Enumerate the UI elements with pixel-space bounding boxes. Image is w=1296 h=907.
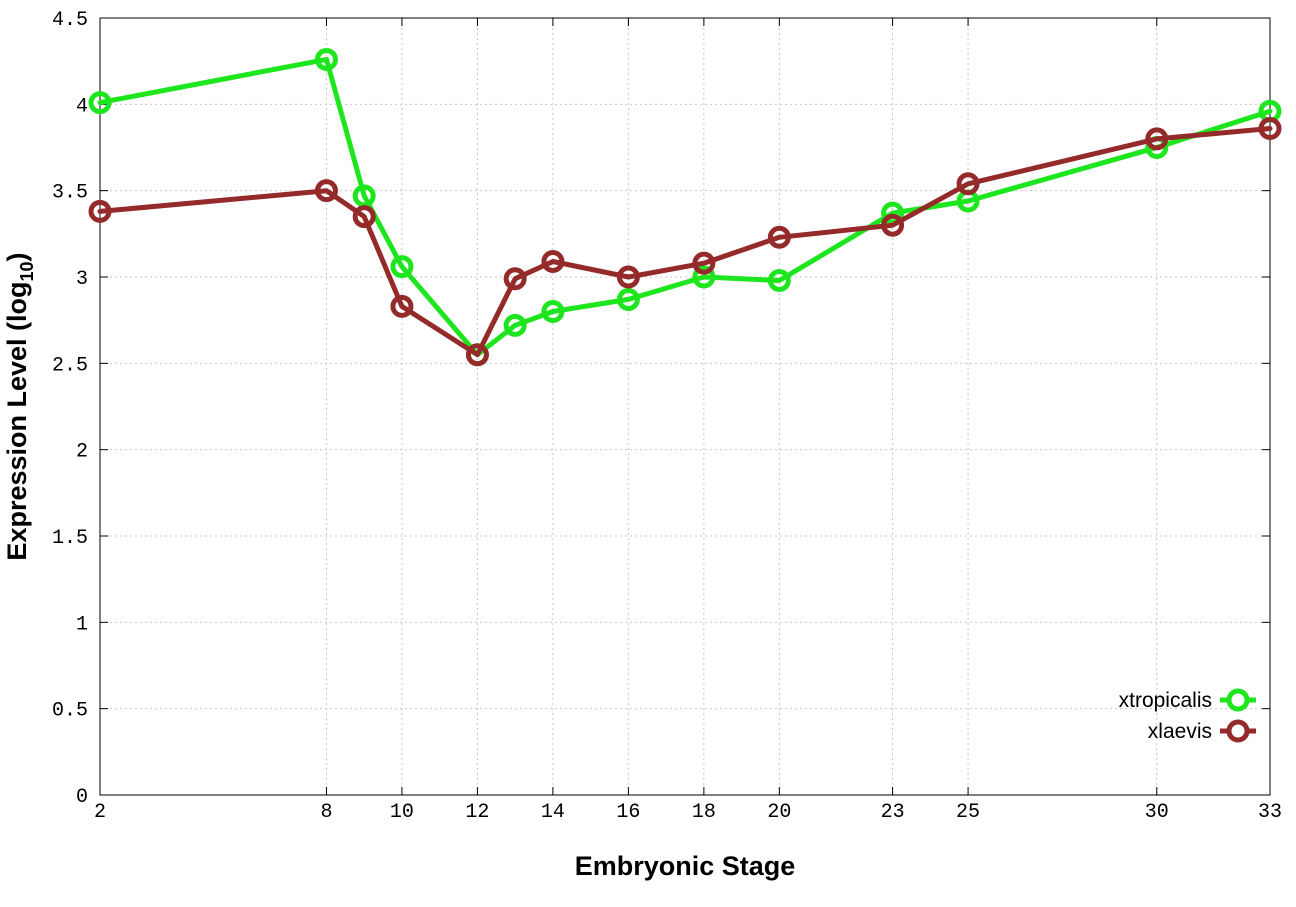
x-tick-label: 16 [616, 801, 640, 824]
data-point-xlaevis [541, 249, 565, 273]
series-line-xtropicalis [97, 56, 1273, 358]
x-tick-label: 8 [320, 801, 332, 824]
x-tick-label: 30 [1145, 801, 1169, 824]
y-tick-label: 0 [76, 786, 88, 809]
x-tick-label: 10 [390, 801, 414, 824]
y-axis-title: Expression Level (log10) [2, 252, 37, 560]
data-point-xtropicalis [541, 300, 565, 324]
legend-item-xlaevis: xlaevis [1148, 719, 1256, 743]
y-tick-label: 4.5 [52, 9, 88, 32]
y-tick-label: 1.5 [52, 527, 88, 550]
data-point-xtropicalis [503, 313, 527, 337]
data-point-xlaevis [956, 172, 980, 196]
y-tick-label: 3 [76, 268, 88, 291]
tick-labels: 0 0.5 1 1.5 2 2.5 3 3.5 4 4.5 2 8 10 12 14 16 18 20 23 25 30… [52, 9, 1282, 824]
legend-marker [1226, 719, 1250, 743]
series-layer [88, 47, 1282, 367]
data-point-xtropicalis [616, 287, 640, 311]
data-point-xlaevis [88, 199, 112, 223]
x-tick-label: 2 [94, 801, 106, 824]
grid [100, 18, 1270, 795]
y-axis-title-close: ) [2, 252, 32, 261]
y-tick-label: 2 [76, 441, 88, 464]
data-point-xlaevis [692, 251, 716, 275]
y-axis-title-main: Expression Level (log [2, 281, 32, 560]
data-point-xlaevis [503, 267, 527, 291]
legend: xtropicalis xlaevis [1119, 688, 1256, 743]
legend-item-xtropicalis: xtropicalis [1119, 688, 1256, 712]
legend-label: xtropicalis [1119, 689, 1212, 712]
data-point-xtropicalis [314, 47, 338, 71]
data-point-xlaevis [881, 213, 905, 237]
series-line-xlaevis [97, 126, 1273, 358]
data-point-xtropicalis [390, 255, 414, 279]
y-tick-label: 4 [76, 95, 88, 118]
data-point-xtropicalis [88, 91, 112, 115]
data-point-xlaevis [767, 225, 791, 249]
data-point-xlaevis [1258, 117, 1282, 141]
axis-ticks [99, 17, 1271, 796]
data-point-xlaevis [352, 205, 376, 229]
y-tick-label: 3.5 [52, 182, 88, 205]
data-point-xlaevis [1145, 127, 1169, 151]
y-axis-title-subscript: 10 [17, 261, 37, 281]
x-tick-label: 23 [881, 801, 905, 824]
data-point-xtropicalis [881, 201, 905, 225]
legend-label: xlaevis [1148, 720, 1212, 743]
data-point-xlaevis [314, 179, 338, 203]
y-tick-label: 2.5 [52, 354, 88, 377]
plot-frame [99, 17, 1271, 796]
y-tick-label: 0.5 [52, 700, 88, 723]
x-tick-label: 20 [767, 801, 791, 824]
data-point-xtropicalis [692, 265, 716, 289]
series-xtropicalis [88, 47, 1282, 367]
series-xlaevis [88, 117, 1282, 367]
data-point-xlaevis [390, 294, 414, 318]
x-tick-label: 12 [465, 801, 489, 824]
data-point-xtropicalis [352, 184, 376, 208]
x-tick-label: 33 [1258, 801, 1282, 824]
x-tick-label: 18 [692, 801, 716, 824]
y-tick-label: 1 [76, 613, 88, 636]
legend-marker [1226, 688, 1250, 712]
x-tick-label: 25 [956, 801, 980, 824]
x-axis-title: Embryonic Stage [575, 851, 796, 881]
data-point-xlaevis [465, 343, 489, 367]
data-point-xlaevis [616, 265, 640, 289]
data-point-xtropicalis [767, 268, 791, 292]
x-tick-label: 14 [541, 801, 565, 824]
